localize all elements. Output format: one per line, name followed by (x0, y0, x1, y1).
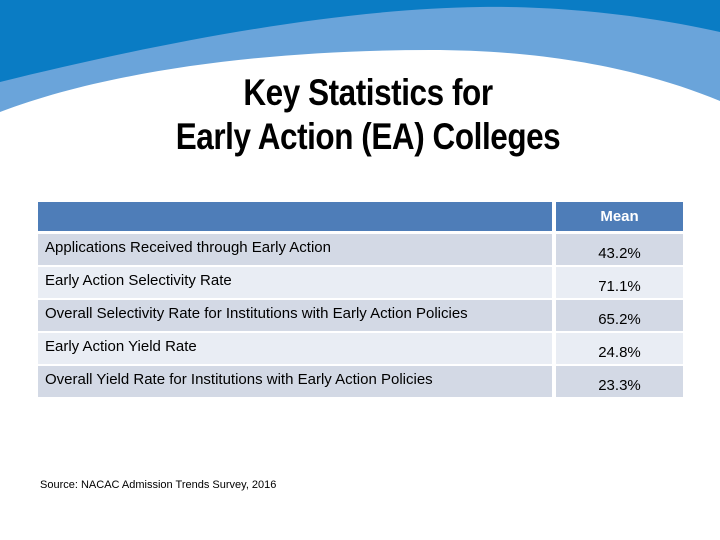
table-header-row: Mean (38, 202, 683, 231)
row-label-cell: Overall Yield Rate for Institutions with… (38, 366, 552, 397)
table-row: Overall Selectivity Rate for Institution… (38, 300, 683, 331)
slide-title-line2: Early Action (EA) Colleges (175, 116, 561, 157)
row-mean-cell: 23.3% (556, 366, 683, 397)
table-header-mean-cell: Mean (556, 202, 683, 231)
row-label-cell: Applications Received through Early Acti… (38, 234, 552, 265)
table-row: Overall Yield Rate for Institutions with… (38, 366, 683, 397)
row-mean-cell: 65.2% (556, 300, 683, 331)
table-header-label-cell (38, 202, 552, 231)
row-mean-cell: 71.1% (556, 267, 683, 298)
table-row: Early Action Yield Rate 24.8% (38, 333, 683, 364)
row-label-cell: Overall Selectivity Rate for Institution… (38, 300, 552, 331)
slide-title: Key Statistics for Early Action (EA) Col… (55, 71, 681, 159)
table-row: Applications Received through Early Acti… (38, 234, 683, 265)
slide-title-line1: Key Statistics for (243, 72, 493, 113)
row-label-cell: Early Action Yield Rate (38, 333, 552, 364)
statistics-table: Mean Applications Received through Early… (38, 202, 683, 399)
row-mean-cell: 43.2% (556, 234, 683, 265)
row-label-cell: Early Action Selectivity Rate (38, 267, 552, 298)
dark-blue-curve (0, 0, 720, 82)
source-citation: Source: NACAC Admission Trends Survey, 2… (40, 479, 277, 491)
row-mean-cell: 24.8% (556, 333, 683, 364)
top-curves-decoration (0, 0, 720, 112)
table-row: Early Action Selectivity Rate 71.1% (38, 267, 683, 298)
